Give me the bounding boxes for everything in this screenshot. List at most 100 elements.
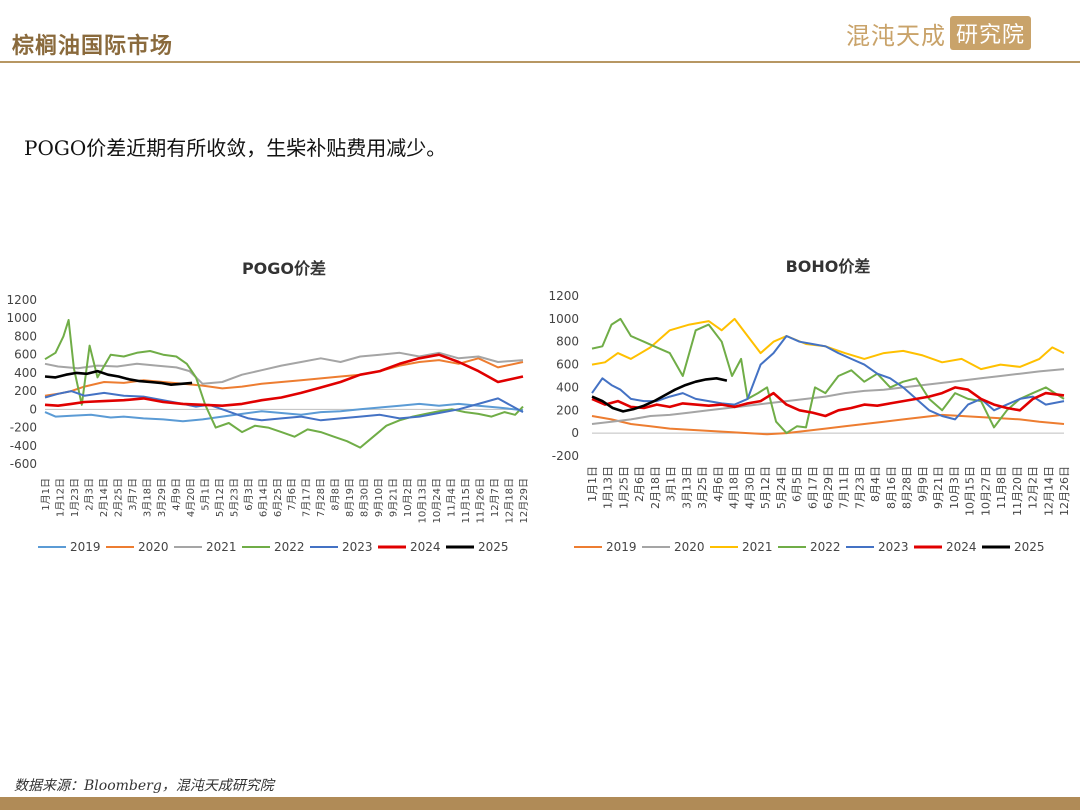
x-tick-label: 6月29日 [822,466,835,509]
x-tick-label: 5月24日 [775,466,788,509]
y-tick-label: -200 [552,449,579,463]
x-tick-label: 12月29日 [518,478,530,523]
x-tick-label: 8月16日 [885,466,898,509]
chart-title: BOHO价差 [786,257,871,276]
x-tick-label: 1月25日 [617,466,630,509]
x-tick-label: 7月6日 [286,478,298,511]
x-tick-label: 1月13日 [602,466,615,509]
x-tick-label: 2月18日 [649,466,662,509]
legend-label-2022: 2022 [810,540,841,554]
x-tick-label: 4月6日 [712,466,725,502]
x-tick-label: 2月14日 [98,478,110,517]
series-line-2021 [591,317,1065,371]
legend-label-2022: 2022 [274,540,305,554]
x-tick-label: 8月30日 [359,478,371,517]
y-tick-label: 1000 [548,312,579,326]
y-tick-label: 200 [14,384,37,398]
y-tick-label: 600 [556,358,579,372]
legend-label-2024: 2024 [946,540,977,554]
series-line-2025 [591,377,728,413]
x-tick-label: 9月9日 [916,466,929,502]
x-tick-label: 12月7日 [489,478,501,517]
series-line-2022 [591,317,1065,435]
x-tick-label: 4月30日 [743,466,756,509]
x-tick-label: 2月3日 [83,478,95,511]
series-line-2024 [44,353,524,407]
x-tick-label: 7月23日 [853,466,866,509]
x-tick-label: 10月15日 [964,466,977,516]
series-line-2025 [44,369,193,386]
chart-title: POGO价差 [242,259,326,278]
series-line-2019 [591,413,1065,436]
legend-label-2025: 2025 [1014,540,1045,554]
y-tick-label: 400 [14,366,37,380]
x-tick-label: 12月14日 [1042,466,1055,516]
y-tick-label: 800 [14,329,37,343]
boho-spread-chart: BOHO价差 1200 1000 800 600 400 200 0 -200 1月1日 1月13日… [548,257,1071,554]
x-tick-label: 12月2日 [1027,466,1040,509]
x-tick-label: 1月12日 [54,478,66,517]
legend-label-2025: 2025 [478,540,509,554]
series-line-2019 [44,402,524,423]
x-tick-label: 11月20日 [1011,466,1024,516]
y-tick-label: 1200 [548,289,579,303]
legend-label-2020: 2020 [138,540,169,554]
x-tick-label: 6月25日 [272,478,284,517]
x-tick-label: 4月9日 [170,478,182,511]
y-tick-label: 600 [14,348,37,362]
headline: POGO价差近期有所收敛，生柴补贴费用减少。 [24,136,447,160]
legend-label-2021: 2021 [206,540,237,554]
x-tick-label: 4月20日 [185,478,197,517]
logo-seal: 研究院 [950,16,1032,50]
x-tick-label: 3月13日 [680,466,693,509]
x-tick-label: 4月18日 [728,466,741,509]
x-tick-label: 10月24日 [431,478,443,523]
x-tick-label: 11月4日 [446,478,458,517]
x-tick-label: 3月29日 [156,478,168,517]
legend-label-2023: 2023 [878,540,909,554]
page-title: 棕榈油国际市场 [12,33,174,59]
x-tick-label: 10月13日 [417,478,429,523]
x-tick-label: 1月1日 [586,466,599,502]
y-tick-label: 1000 [6,311,37,325]
x-tick-label: 12月18日 [504,478,516,523]
x-tick-label: 8月19日 [344,478,356,517]
x-tick-label: 12月26日 [1058,466,1071,516]
x-tick-label: 10月27日 [979,466,992,516]
series-line-2021 [44,351,524,385]
header-divider [0,61,1080,63]
legend-label-2024: 2024 [410,540,441,554]
series-line-2023 [44,390,524,422]
y-tick-label: 400 [556,380,579,394]
x-tick-label: 8月28日 [901,466,914,509]
y-tick-label: -200 [10,421,37,435]
series-line-2022 [44,319,524,449]
x-tick-label: 9月21日 [388,478,400,517]
series-line-2020 [591,368,1065,425]
x-tick-label: 6月17日 [806,466,819,509]
y-tick-label: 1200 [6,293,37,307]
x-tick-label: 2月6日 [633,466,646,502]
x-tick-label: 11月8日 [995,466,1008,509]
footer-bar [0,797,1080,810]
legend-label-2021: 2021 [742,540,773,554]
legend-label-2020: 2020 [674,540,705,554]
x-tick-label: 11月26日 [475,478,487,523]
x-tick-label: 3月1日 [665,466,678,502]
x-tick-label: 5月12日 [214,478,226,517]
pogo-spread-chart: POGO价差 1200 1000 800 600 400 200 0 -200 -400 -600 1… [6,259,530,554]
x-tick-label: 10月3日 [948,466,961,509]
x-tick-label: 9月21日 [932,466,945,509]
y-tick-label: 800 [556,335,579,349]
logo-text: 混沌天成 [846,21,946,50]
x-tick-label: 1月23日 [69,478,81,517]
x-tick-label: 5月23日 [228,478,240,517]
y-tick-label: -600 [10,457,37,471]
y-tick-label: 0 [29,402,37,416]
legend-label-2019: 2019 [606,540,637,554]
y-tick-label: -400 [10,439,37,453]
series-line-2024 [591,386,1065,418]
x-tick-label: 7月11日 [838,466,851,509]
y-tick-label: 0 [571,426,579,440]
x-tick-label: 8月4日 [869,466,882,502]
